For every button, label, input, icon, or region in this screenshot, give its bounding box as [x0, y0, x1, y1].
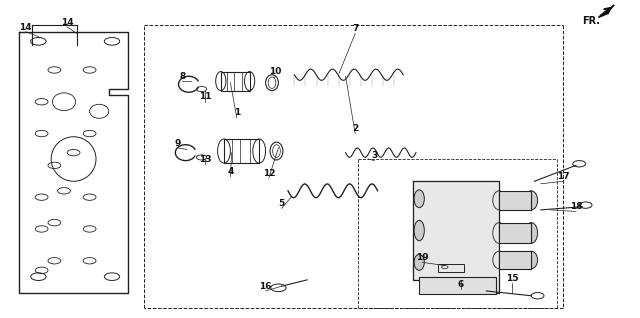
Polygon shape [413, 181, 499, 293]
Text: 1: 1 [234, 108, 240, 117]
Text: 6: 6 [458, 280, 464, 289]
Text: 19: 19 [416, 253, 429, 262]
Bar [221, 72, 250, 91]
Text: 17: 17 [557, 172, 570, 181]
Bar [499, 223, 531, 243]
Ellipse shape [414, 254, 424, 270]
Text: 10: 10 [269, 67, 282, 76]
Text: 11: 11 [198, 93, 211, 101]
Text: 9: 9 [175, 139, 181, 148]
Ellipse shape [414, 190, 424, 208]
Text: 8: 8 [179, 72, 186, 81]
Text: 7: 7 [352, 24, 358, 33]
Text: 5: 5 [278, 199, 285, 208]
Text: FR.: FR. [582, 16, 600, 26]
Text: 2: 2 [352, 124, 358, 133]
Text: 3: 3 [371, 151, 378, 160]
Bar [499, 251, 531, 269]
Text: 15: 15 [506, 274, 518, 283]
Text: 18: 18 [570, 202, 582, 211]
Ellipse shape [525, 191, 538, 210]
Bar [419, 277, 496, 294]
Polygon shape [598, 5, 614, 17]
Ellipse shape [414, 220, 424, 241]
Bar [499, 191, 531, 210]
Text: 16: 16 [259, 282, 272, 291]
Text: 14: 14 [61, 18, 74, 27]
Text: 4: 4 [227, 167, 234, 176]
Bar [224, 139, 259, 163]
Ellipse shape [525, 251, 538, 269]
Ellipse shape [525, 223, 538, 243]
Text: 13: 13 [198, 155, 211, 163]
Bar [438, 264, 464, 272]
Text: 12: 12 [262, 169, 275, 178]
Text: 14: 14 [19, 23, 32, 31]
